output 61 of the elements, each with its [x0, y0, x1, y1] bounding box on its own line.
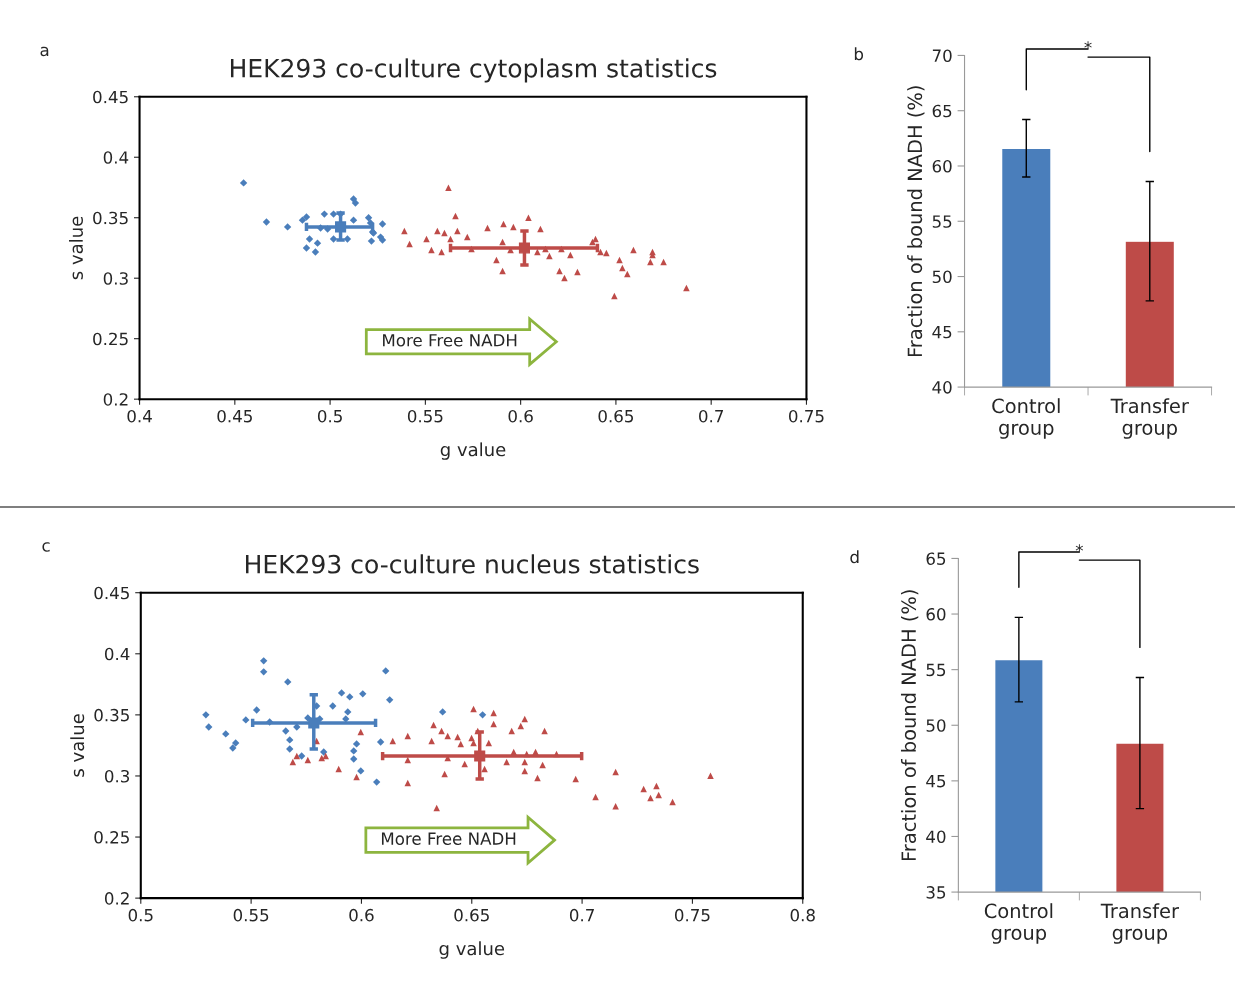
- x-axis-title: g value: [439, 941, 505, 959]
- y-tick-label: 0.45: [93, 90, 128, 104]
- text: c: [42, 542, 50, 552]
- y-tick-label: 65: [926, 552, 946, 565]
- x-tick-label: 0.5: [128, 908, 153, 922]
- y-tick-label: 35: [926, 886, 946, 899]
- y-tick-label: 0.25: [94, 831, 129, 844]
- y-tick-label: 55: [926, 663, 946, 677]
- annotation: More Free NADH: [383, 334, 517, 347]
- x-tick-label: Control group: [984, 903, 1053, 944]
- x-tick-label: 0.65: [598, 409, 634, 423]
- chart-title: HEK293 co-culture cytoplasm statistics: [230, 58, 717, 83]
- chart-title: HEK293 co-culture nucleus statistics: [246, 554, 699, 574]
- x-tick-label: 0.7: [569, 908, 594, 922]
- y-tick-label: 45: [932, 325, 952, 339]
- x-tick-label: 0.45: [217, 409, 252, 423]
- text: *: [1075, 544, 1084, 552]
- y-tick-label: 0.3: [104, 769, 130, 783]
- text: *: [1084, 41, 1092, 49]
- y-tick-label: 40: [926, 830, 946, 844]
- y-tick-label: 0.45: [94, 586, 129, 600]
- y-axis-title: s value: [70, 714, 85, 777]
- x-tick-label: 0.8: [790, 908, 815, 922]
- x-tick-label: 0.55: [407, 409, 443, 423]
- y-tick-label: 0.4: [104, 647, 130, 661]
- x-tick-label: 0.55: [233, 908, 269, 922]
- y-tick-label: 0.2: [103, 393, 128, 406]
- x-tick-label: 0.75: [674, 908, 710, 922]
- y-tick-label: 45: [926, 775, 946, 788]
- y-tick-label: 0.35: [94, 708, 129, 722]
- x-tick-label: 0.6: [349, 908, 374, 922]
- x-tick-label: Control group: [992, 398, 1060, 439]
- y-axis-title: Fraction of bound NADH (%): [907, 86, 925, 357]
- y-tick-label: 70: [932, 49, 952, 63]
- y-axis-title: s value: [69, 216, 83, 280]
- y-tick-label: 0.2: [104, 892, 129, 905]
- y-tick-label: 0.4: [103, 151, 129, 164]
- text: d: [850, 550, 859, 564]
- y-tick-label: 60: [926, 608, 946, 621]
- x-tick-label: Transfer group: [1100, 903, 1179, 944]
- y-tick-label: 60: [932, 159, 952, 173]
- y-tick-label: 65: [932, 104, 952, 118]
- x-tick-label: 0.5: [317, 409, 342, 423]
- text: a: [40, 46, 49, 57]
- y-tick-label: 0.25: [93, 332, 128, 346]
- y-tick-label: 55: [932, 215, 952, 228]
- y-tick-label: 0.35: [93, 211, 128, 225]
- y-tick-label: 40: [932, 381, 952, 394]
- x-tick-label: 0.4: [127, 409, 152, 423]
- x-axis-title: g value: [440, 442, 506, 460]
- y-tick-label: 50: [926, 719, 946, 732]
- x-tick-label: 0.75: [789, 409, 824, 423]
- x-tick-label: 0.6: [508, 409, 533, 423]
- y-tick-label: 50: [932, 270, 952, 284]
- x-tick-label: Transfer group: [1110, 398, 1189, 439]
- y-axis-title: Fraction of bound NADH (%): [900, 590, 919, 861]
- x-tick-label: 0.65: [454, 908, 489, 922]
- x-tick-label: 0.7: [699, 409, 724, 423]
- text: b: [854, 47, 864, 61]
- annotation: More Free NADH: [381, 832, 516, 845]
- y-tick-label: 0.3: [103, 272, 128, 285]
